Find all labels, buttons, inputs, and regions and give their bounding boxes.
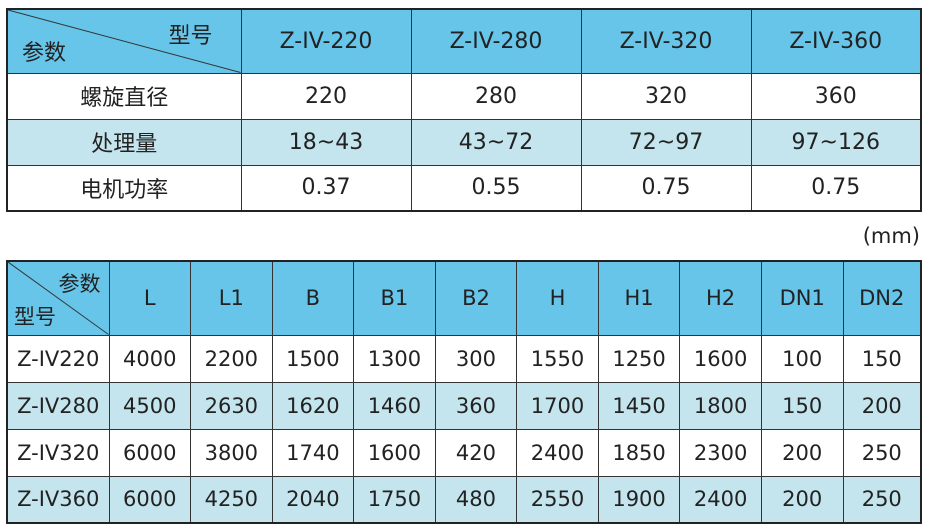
cell: 1460 xyxy=(353,381,436,430)
model-header: Z-IV-280 xyxy=(410,8,582,74)
cell: 1600 xyxy=(679,334,762,383)
corner-top-label: 型号 xyxy=(168,24,213,49)
corner-bottom-label: 型号 xyxy=(14,304,56,329)
cell: 2400 xyxy=(516,428,599,477)
cell: 200 xyxy=(760,475,844,524)
column-header: L xyxy=(108,260,192,336)
row-model: Z-IV360 xyxy=(6,475,110,524)
cell: 18~43 xyxy=(240,118,412,166)
cell: 420 xyxy=(434,428,518,477)
row-label: 电机功率 xyxy=(6,164,242,212)
cell: 150 xyxy=(760,381,844,430)
cell: 6000 xyxy=(108,475,192,524)
cell: 250 xyxy=(842,428,922,477)
table-row: Z-IV280 4500 2630 1620 1460 360 1700 1450 1800 15… xyxy=(6,381,922,430)
cell: 220 xyxy=(240,72,412,120)
column-header: B1 xyxy=(353,260,436,336)
cell: 1800 xyxy=(679,381,762,430)
table-row: Z-IV360 6000 4250 2040 1750 480 2550 1900 2400 20… xyxy=(6,475,922,524)
table-row: 处理量 18~43 43~72 72~97 97~126 xyxy=(6,118,922,166)
row-model: Z-IV220 xyxy=(6,334,110,383)
cell: 480 xyxy=(434,475,518,524)
dimension-table: 参数 型号 L L1 B B1 B2 H H1 H2 DN1 DN2 Z-IV220 4000 2200 15… xyxy=(6,260,922,524)
table-row: 螺旋直径 220 280 320 360 xyxy=(6,72,922,120)
cell: 1550 xyxy=(516,334,599,383)
cell: 200 xyxy=(842,381,922,430)
cell: 250 xyxy=(842,475,922,524)
cell: 2200 xyxy=(190,334,273,383)
header-row: 型号 参数 Z-IV-220 Z-IV-280 Z-IV-320 Z-IV-36… xyxy=(6,8,922,74)
corner-cell: 参数 型号 xyxy=(6,260,110,336)
cell: 0.75 xyxy=(580,164,752,212)
corner-top-label: 参数 xyxy=(58,272,101,296)
cell: 1740 xyxy=(271,428,355,477)
cell: 43~72 xyxy=(410,118,582,166)
cell: 97~126 xyxy=(750,118,922,166)
model-header: Z-IV-360 xyxy=(750,8,922,74)
table-row: Z-IV320 6000 3800 1740 1600 420 2400 1850 2300 20… xyxy=(6,428,922,477)
cell: 0.55 xyxy=(410,164,582,212)
table-row: 电机功率 0.37 0.55 0.75 0.75 xyxy=(6,164,922,212)
column-header: DN2 xyxy=(842,260,922,336)
cell: 1450 xyxy=(597,381,681,430)
cell: 2400 xyxy=(679,475,762,524)
corner-cell: 型号 参数 xyxy=(6,8,242,74)
cell: 360 xyxy=(434,381,518,430)
model-header: Z-IV-220 xyxy=(240,8,412,74)
cell: 2630 xyxy=(190,381,273,430)
cell: 300 xyxy=(434,334,518,383)
corner-bottom-label: 参数 xyxy=(22,40,67,66)
column-header: H1 xyxy=(597,260,681,336)
cell: 4500 xyxy=(108,381,192,430)
cell: 1600 xyxy=(353,428,436,477)
cell: 72~97 xyxy=(580,118,752,166)
cell: 0.37 xyxy=(240,164,412,212)
cell: 2300 xyxy=(679,428,762,477)
cell: 1620 xyxy=(271,381,355,430)
column-header: B2 xyxy=(434,260,518,336)
cell: 2040 xyxy=(271,475,355,524)
header-row: 参数 型号 L L1 B B1 B2 H H1 H2 DN1 DN2 xyxy=(6,260,922,336)
row-label: 螺旋直径 xyxy=(6,72,242,120)
row-model: Z-IV280 xyxy=(6,381,110,430)
cell: 150 xyxy=(842,334,922,383)
table-row: Z-IV220 4000 2200 1500 1300 300 1550 1250 1600 10… xyxy=(6,334,922,383)
unit-label: (mm) xyxy=(862,224,920,248)
cell: 100 xyxy=(760,334,844,383)
column-header: H xyxy=(516,260,599,336)
cell: 280 xyxy=(410,72,582,120)
cell: 1700 xyxy=(516,381,599,430)
cell: 1250 xyxy=(597,334,681,383)
cell: 1900 xyxy=(597,475,681,524)
cell: 1500 xyxy=(271,334,355,383)
row-model: Z-IV320 xyxy=(6,428,110,477)
spec-table: 型号 参数 Z-IV-220 Z-IV-280 Z-IV-320 Z-IV-36… xyxy=(6,8,922,212)
model-header: Z-IV-320 xyxy=(580,8,752,74)
cell: 1300 xyxy=(353,334,436,383)
cell: 4000 xyxy=(108,334,192,383)
cell: 6000 xyxy=(108,428,192,477)
column-header: DN1 xyxy=(760,260,844,336)
column-header: L1 xyxy=(190,260,273,336)
cell: 320 xyxy=(580,72,752,120)
column-header: B xyxy=(271,260,355,336)
cell: 3800 xyxy=(190,428,273,477)
row-label: 处理量 xyxy=(6,118,242,166)
cell: 200 xyxy=(760,428,844,477)
cell: 360 xyxy=(750,72,922,120)
cell: 1750 xyxy=(353,475,436,524)
cell: 4250 xyxy=(190,475,273,524)
cell: 2550 xyxy=(516,475,599,524)
cell: 1850 xyxy=(597,428,681,477)
column-header: H2 xyxy=(679,260,762,336)
cell: 0.75 xyxy=(750,164,922,212)
